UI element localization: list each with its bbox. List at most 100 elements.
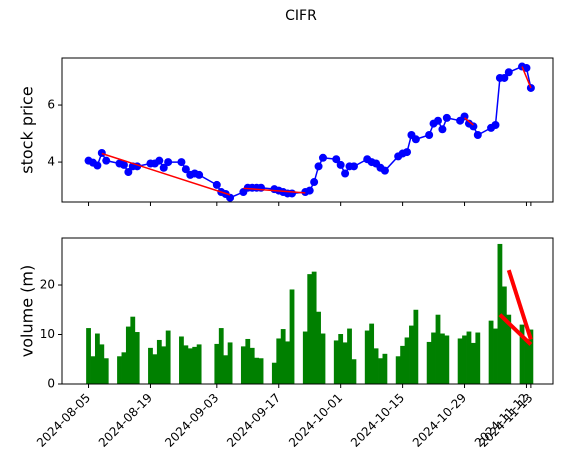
x-tick-label: 2024-08-05 [34, 391, 93, 450]
chart-title: CIFR [285, 8, 317, 24]
volume-bar [86, 328, 91, 384]
volume-bar [94, 333, 100, 384]
volume-bar [338, 334, 344, 384]
volume-bar [240, 346, 246, 384]
trend-line [521, 66, 532, 89]
price-point [442, 113, 451, 122]
trend-line [498, 313, 533, 346]
trend-line [101, 152, 231, 196]
volume-bar [342, 342, 348, 384]
volume-bar [528, 329, 534, 384]
volume-bar [227, 342, 233, 384]
price-point [195, 170, 204, 179]
volume-bar [161, 346, 167, 384]
price-point [93, 161, 102, 170]
price-line [88, 65, 532, 199]
volume-bar [431, 332, 436, 384]
volume-bar [378, 358, 383, 384]
price-point [97, 148, 106, 157]
volume-bar [280, 329, 286, 384]
price-point [500, 73, 509, 82]
volume-bar [285, 341, 290, 384]
volume-bar [497, 243, 503, 384]
volume-bar [316, 311, 321, 384]
volume-bar [130, 316, 136, 384]
price-point [522, 63, 531, 72]
volume-bar [134, 332, 140, 384]
price-point [119, 160, 128, 169]
price-point [212, 180, 221, 189]
volume-bar [524, 339, 529, 384]
price-point [305, 186, 314, 195]
volume-bar [466, 331, 472, 384]
price-point [288, 189, 297, 198]
x-tick-label: 2024-08-19 [96, 391, 155, 450]
volume-bar [506, 314, 512, 384]
price-point [102, 156, 111, 165]
price-point [159, 163, 168, 172]
y-tick-label: 20 [40, 278, 55, 292]
volume-bar [249, 347, 255, 384]
price-point [504, 68, 513, 77]
x-tick-label: 2024-10-15 [348, 391, 407, 450]
volume-bar [214, 343, 220, 384]
volume-bar [245, 338, 251, 384]
volume-bar [320, 333, 326, 384]
y-axis-label: stock price [18, 86, 37, 173]
price-point [341, 169, 350, 178]
volume-bar [103, 358, 109, 384]
price-point [438, 125, 447, 134]
volume-bar [435, 314, 441, 384]
volume-bar [258, 358, 264, 384]
volume-bar [196, 344, 202, 384]
price-point [433, 116, 442, 125]
price-point [155, 156, 164, 165]
volume-bar [99, 344, 105, 384]
volume-bar [183, 345, 189, 384]
volume-bar [311, 271, 317, 384]
price-point [473, 130, 482, 139]
volume-bar [373, 348, 379, 384]
volume-bar [395, 356, 401, 384]
price-point [318, 153, 327, 162]
volume-bar [444, 335, 450, 384]
volume-bar [426, 341, 432, 384]
volume-bar [271, 362, 277, 384]
volume-bar [493, 328, 498, 384]
volume-bar [409, 325, 414, 384]
volume-bar [90, 356, 96, 384]
volume-bar [125, 326, 131, 384]
trend-line [243, 187, 306, 194]
volume-bar [187, 348, 193, 384]
volume-bar [307, 274, 313, 384]
trend-line [464, 117, 474, 126]
axes-frame [61, 57, 554, 203]
y-tick-label: 10 [40, 327, 55, 341]
volume-bar [254, 357, 260, 384]
price-point [460, 112, 469, 121]
axes-frame [61, 237, 554, 385]
price-point [310, 178, 319, 187]
volume-bar [156, 339, 162, 384]
price-point [164, 158, 173, 167]
y-tick-label: 0 [47, 377, 55, 391]
volume-bar [148, 347, 153, 384]
volume-bar [470, 342, 476, 384]
volume-bar [413, 309, 419, 384]
trend-line [506, 269, 533, 341]
price-point [403, 148, 412, 157]
price-point [314, 162, 323, 171]
price-point [124, 168, 133, 177]
price-point [332, 155, 341, 164]
volume-bar [121, 352, 127, 384]
volume-bar [333, 340, 339, 384]
x-tick-label: 2024-09-17 [224, 391, 283, 450]
volume-bar [117, 356, 122, 384]
y-tick-label: 6 [47, 98, 55, 112]
volume-bar [152, 354, 158, 384]
volume-bar [289, 289, 295, 384]
volume-bar [276, 338, 282, 384]
volume-bar [369, 323, 375, 384]
y-axis-label: volume (m) [18, 265, 37, 357]
